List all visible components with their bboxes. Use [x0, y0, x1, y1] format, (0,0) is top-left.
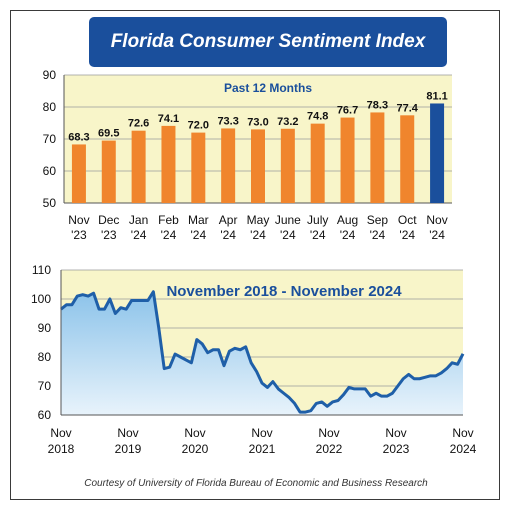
area-y-tick-label: 90	[38, 321, 52, 335]
bar-value-label: 74.1	[158, 113, 179, 125]
bar	[370, 112, 385, 203]
bar-x-tick-label: '23	[101, 228, 117, 242]
bar-x-tick-label: May	[247, 213, 270, 227]
bar-x-tick-label: '24	[340, 228, 356, 242]
bar-value-label: 73.3	[217, 115, 238, 127]
bar-x-tick-label: '23	[71, 228, 87, 242]
series-line	[60, 290, 465, 414]
area-x-tick-label: 2018	[48, 442, 75, 456]
bar-x-tick-label: Mar	[188, 213, 209, 227]
bar-x-tick-label: Jan	[129, 213, 148, 227]
bar-x-tick-label: '24	[131, 228, 147, 242]
bar-y-tick-label: 80	[43, 100, 57, 114]
bar-y-tick-label: 50	[43, 196, 57, 210]
area-x-tick-label: 2021	[249, 442, 276, 456]
bar	[400, 115, 415, 203]
bar-x-tick-label: '24	[370, 228, 386, 242]
area-x-tick-label: 2019	[115, 442, 142, 456]
bar-x-tick-label: Aug	[337, 213, 358, 227]
bar-x-tick-label: Oct	[398, 213, 417, 227]
area-fill	[61, 291, 463, 415]
chart-title-banner: Florida Consumer Sentiment Index	[89, 17, 447, 67]
area-y-tick-label: 70	[38, 379, 52, 393]
bar-value-label: 73.0	[247, 116, 268, 128]
bar-value-label: 73.2	[277, 116, 298, 128]
bar	[191, 132, 206, 203]
bar-x-tick-label: Dec	[98, 213, 119, 227]
bar-y-tick-label: 70	[43, 132, 57, 146]
bar-value-label: 77.4	[397, 102, 419, 114]
bar-value-label: 72.6	[128, 118, 149, 130]
bar	[131, 130, 146, 203]
bar-value-label: 76.7	[337, 105, 358, 117]
area-x-tick-label: 2022	[316, 442, 343, 456]
bar-value-label: 74.8	[307, 111, 328, 123]
bar-chart-title: Past 12 Months	[224, 81, 312, 95]
area-x-tick-label: Nov	[184, 426, 205, 440]
bar-x-tick-label: '24	[429, 228, 445, 242]
area-x-tick-label: Nov	[385, 426, 406, 440]
bar-x-tick-label: Apr	[219, 213, 238, 227]
bar-x-tick-label: '24	[399, 228, 415, 242]
bar-y-tick-label: 60	[43, 164, 57, 178]
area-x-tick-label: Nov	[452, 426, 473, 440]
area-chart-title: November 2018 - November 2024	[166, 283, 402, 300]
bar-x-tick-label: Nov	[426, 213, 447, 227]
area-x-tick-label: Nov	[50, 426, 71, 440]
credit-line: Courtesy of University of Florida Bureau…	[84, 478, 428, 489]
bar-x-tick-label: Nov	[68, 213, 89, 227]
area-y-tick-label: 80	[38, 350, 52, 364]
bar-x-tick-label: '24	[161, 228, 177, 242]
area-y-tick-label: 110	[32, 263, 51, 277]
bar-value-label: 81.1	[426, 90, 447, 102]
area-x-tick-label: Nov	[117, 426, 138, 440]
bar-x-tick-label: '24	[280, 228, 296, 242]
bar-value-label: 69.5	[98, 128, 119, 140]
bar-x-tick-label: July	[307, 213, 328, 227]
bar-value-label: 78.3	[367, 99, 388, 111]
bar	[340, 117, 355, 203]
bar-x-tick-label: Sep	[367, 213, 389, 227]
area-x-tick-label: Nov	[318, 426, 339, 440]
bar	[221, 128, 236, 203]
bar-x-tick-label: Feb	[158, 213, 179, 227]
bar-x-tick-label: '24	[190, 228, 206, 242]
area-x-tick-label: 2020	[182, 442, 209, 456]
bar-value-label: 68.3	[68, 131, 89, 143]
bar-x-tick-label: '24	[220, 228, 236, 242]
bar	[161, 125, 176, 203]
bar	[310, 123, 325, 203]
area-y-tick-label: 60	[38, 408, 52, 422]
area-x-tick-label: 2023	[383, 442, 410, 456]
area-x-tick-label: Nov	[251, 426, 272, 440]
bar	[430, 103, 445, 203]
bar-y-tick-label: 90	[43, 68, 57, 82]
bar	[251, 129, 265, 203]
bar-x-tick-label: '24	[310, 228, 326, 242]
bar-x-tick-label: June	[275, 213, 301, 227]
bar-x-tick-label: '24	[250, 228, 266, 242]
bar	[71, 144, 86, 203]
bar-value-label: 72.0	[188, 120, 209, 132]
bar	[101, 140, 116, 203]
bar	[280, 128, 295, 203]
area-x-tick-label: 2024	[450, 442, 477, 456]
area-y-tick-label: 100	[31, 292, 51, 306]
